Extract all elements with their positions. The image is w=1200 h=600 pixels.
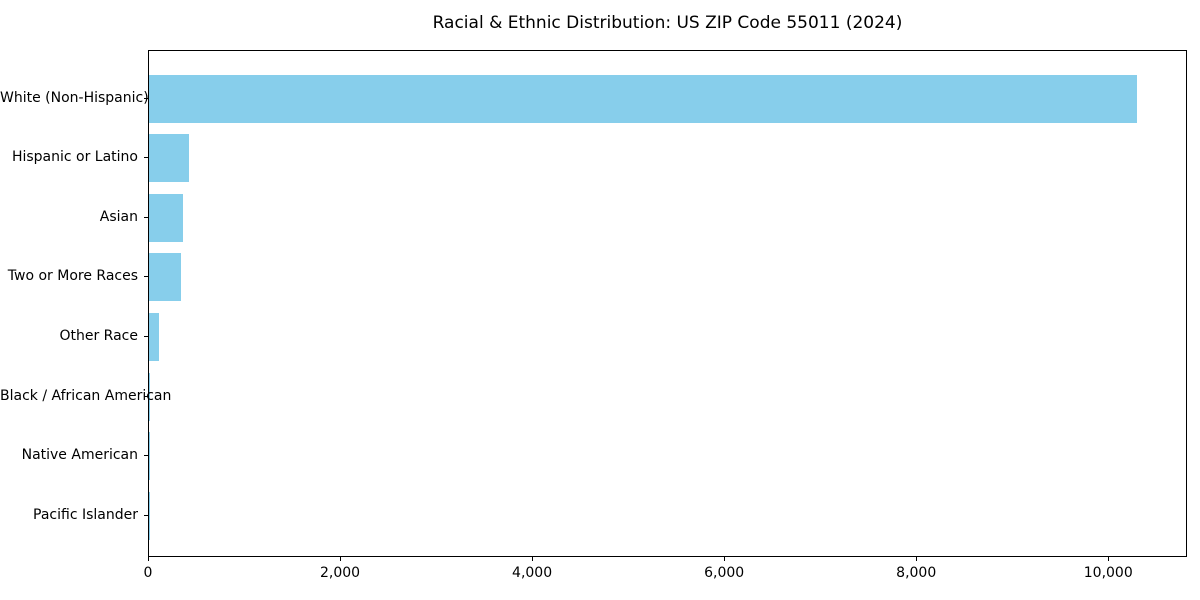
x-tick-label: 2,000 xyxy=(320,565,361,581)
x-tick-mark xyxy=(916,557,918,561)
x-tick-mark xyxy=(1108,557,1110,561)
y-tick-mark xyxy=(144,276,148,278)
bar-white-non-hispanic xyxy=(149,74,1138,123)
y-tick-label: Pacific Islander xyxy=(33,506,138,523)
y-tick-mark xyxy=(144,514,148,516)
bar-black-african-american xyxy=(149,372,151,421)
x-tick-label: 10,000 xyxy=(1083,565,1133,581)
plot-area xyxy=(148,50,1187,557)
y-tick-mark xyxy=(144,97,148,99)
y-tick-label: Other Race xyxy=(59,327,138,344)
bar-native-american xyxy=(149,432,150,481)
y-tick-mark xyxy=(144,216,148,218)
y-tick-label: Black / African American xyxy=(0,387,172,404)
chart-title: Racial & Ethnic Distribution: US ZIP Cod… xyxy=(432,13,903,33)
x-tick-label: 4,000 xyxy=(512,565,553,581)
bar-hispanic-or-latino xyxy=(149,134,190,183)
x-tick-label: 6,000 xyxy=(704,565,745,581)
bar-other-race xyxy=(149,312,159,361)
y-tick-mark xyxy=(144,157,148,159)
x-tick-mark xyxy=(340,557,342,561)
y-tick-label: Two or More Races xyxy=(7,268,138,285)
y-tick-label: Native American xyxy=(21,447,138,464)
y-tick-label: Asian xyxy=(99,208,138,225)
x-tick-mark xyxy=(532,557,534,561)
x-tick-mark xyxy=(148,557,149,561)
bar-asian xyxy=(149,193,183,242)
x-tick-label: 0 xyxy=(143,565,153,581)
y-tick-mark xyxy=(144,335,148,337)
y-tick-mark xyxy=(144,395,148,397)
y-tick-label: Hispanic or Latino xyxy=(11,149,138,166)
y-tick-label: White (Non-Hispanic) xyxy=(0,89,149,106)
x-tick-label: 8,000 xyxy=(896,565,937,581)
x-tick-mark xyxy=(724,557,726,561)
y-tick-mark xyxy=(144,455,148,457)
bar-two-or-more-races xyxy=(149,253,182,302)
